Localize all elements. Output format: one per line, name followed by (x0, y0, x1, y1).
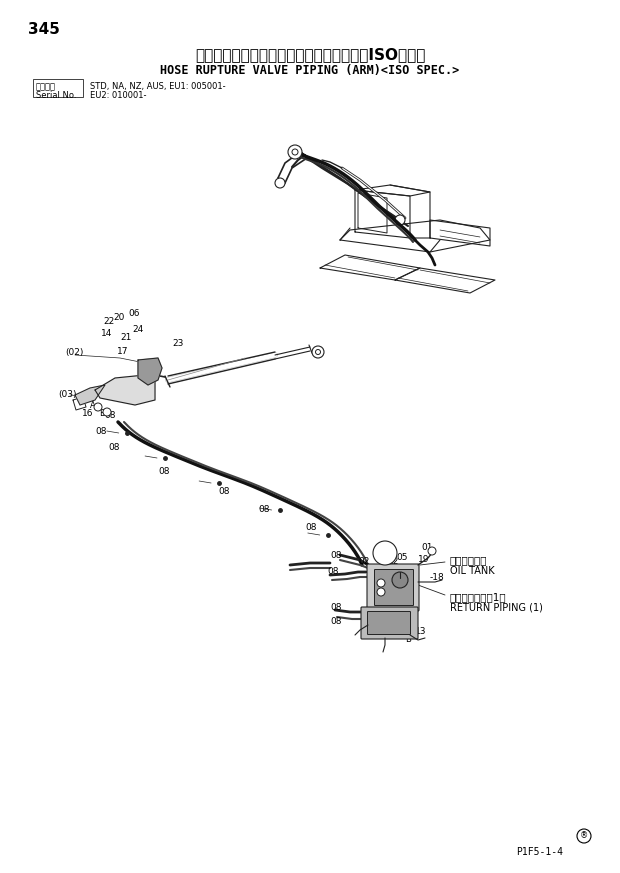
Circle shape (103, 408, 111, 416)
Circle shape (312, 346, 324, 358)
Text: B: B (99, 409, 105, 417)
Circle shape (292, 149, 298, 155)
Circle shape (288, 145, 302, 159)
Text: 19: 19 (418, 554, 430, 563)
Text: 08: 08 (327, 567, 339, 576)
FancyBboxPatch shape (368, 611, 410, 635)
Text: 10: 10 (382, 544, 394, 553)
Text: 02: 02 (358, 556, 370, 566)
Text: リターン配管（1）: リターン配管（1） (450, 592, 507, 602)
Text: P1F5-1-4: P1F5-1-4 (516, 847, 564, 857)
Text: A: A (405, 625, 410, 635)
Circle shape (316, 349, 321, 354)
FancyBboxPatch shape (367, 564, 419, 611)
Circle shape (577, 829, 591, 843)
Polygon shape (95, 375, 155, 405)
Text: 08: 08 (108, 443, 120, 451)
Text: 08: 08 (305, 524, 316, 533)
Text: EU2: 010001-: EU2: 010001- (90, 91, 146, 100)
Circle shape (373, 541, 397, 565)
Text: -18: -18 (430, 574, 445, 582)
Text: 23: 23 (172, 339, 184, 347)
Bar (33, 79, 83, 97)
Text: 17: 17 (117, 347, 128, 356)
Text: 20: 20 (113, 313, 125, 321)
Text: (02): (02) (65, 347, 83, 356)
Text: RETURN PIPING (1): RETURN PIPING (1) (450, 603, 543, 613)
Text: (16): (16) (365, 603, 384, 613)
Text: B: B (405, 636, 411, 644)
Text: OIL TANK: OIL TANK (450, 566, 495, 576)
Text: 08: 08 (330, 551, 342, 560)
Text: ®: ® (580, 831, 588, 841)
Circle shape (395, 215, 405, 225)
Circle shape (392, 572, 408, 588)
Text: 22: 22 (103, 318, 114, 327)
Polygon shape (138, 358, 162, 385)
Text: STD, NA, NZ, AUS, EU1: 005001-: STD, NA, NZ, AUS, EU1: 005001- (90, 82, 226, 91)
Text: 08: 08 (95, 428, 107, 436)
Circle shape (377, 588, 385, 596)
Text: A: A (90, 401, 95, 409)
Text: 21: 21 (120, 333, 131, 341)
Text: 12: 12 (388, 556, 399, 566)
Text: 16: 16 (82, 409, 94, 418)
Polygon shape (75, 385, 105, 405)
Circle shape (377, 579, 385, 587)
Text: 08: 08 (218, 487, 229, 497)
Text: Serial No.: Serial No. (36, 91, 76, 100)
Circle shape (275, 178, 285, 188)
Text: 08: 08 (104, 410, 115, 420)
Text: 01: 01 (421, 544, 433, 553)
Text: A: A (374, 575, 379, 585)
Text: 08: 08 (330, 603, 342, 613)
Text: HOSE RUPTURE VALVE PIPING (ARM)<ISO SPEC.>: HOSE RUPTURE VALVE PIPING (ARM)<ISO SPEC… (161, 64, 459, 77)
Text: (03): (03) (58, 390, 76, 400)
Text: 適用号機: 適用号機 (36, 82, 56, 91)
Text: 08: 08 (330, 617, 342, 627)
Circle shape (94, 403, 102, 411)
Text: 06: 06 (128, 308, 140, 318)
Text: 13: 13 (415, 628, 427, 636)
Text: オイルタンク: オイルタンク (450, 555, 487, 565)
Text: 14: 14 (101, 328, 112, 338)
FancyBboxPatch shape (374, 569, 414, 606)
Text: 08: 08 (158, 468, 169, 477)
Text: 05: 05 (396, 553, 407, 561)
Text: 24: 24 (132, 326, 143, 334)
Text: ホースラプチャーバルブ配管（アーム）＜ISO仕様＞: ホースラプチャーバルブ配管（アーム）＜ISO仕様＞ (195, 47, 425, 62)
Circle shape (428, 547, 436, 555)
FancyBboxPatch shape (361, 607, 418, 639)
Text: 345: 345 (28, 22, 60, 37)
Text: 08: 08 (258, 505, 270, 514)
Text: B: B (374, 585, 380, 594)
